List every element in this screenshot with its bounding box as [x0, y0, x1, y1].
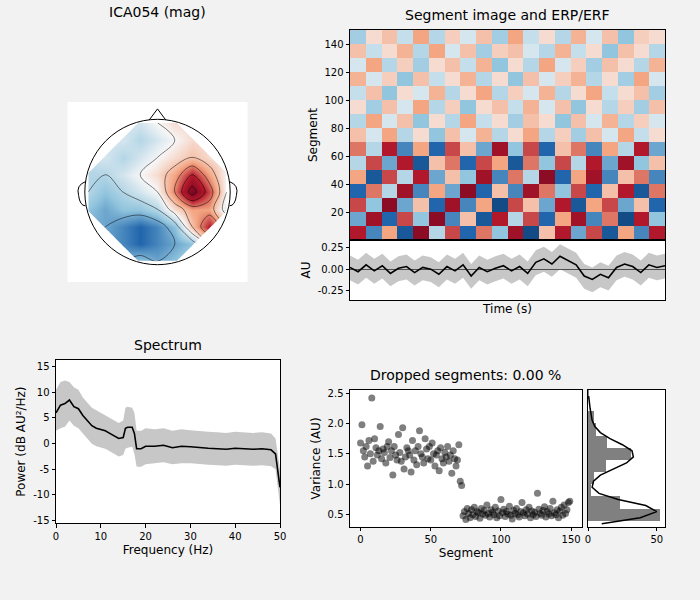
svg-text:0: 0	[53, 531, 59, 542]
svg-text:2.0: 2.0	[328, 418, 344, 429]
svg-text:Segment: Segment	[306, 108, 320, 162]
svg-text:Variance (AU): Variance (AU)	[309, 417, 323, 499]
svg-text:10: 10	[37, 387, 50, 398]
svg-text:30: 30	[184, 531, 197, 542]
svg-text:-15: -15	[33, 515, 49, 526]
svg-text:140: 140	[324, 39, 343, 50]
svg-text:1.0: 1.0	[328, 479, 344, 490]
svg-text:100: 100	[324, 95, 343, 106]
svg-text:120: 120	[324, 67, 343, 78]
svg-text:50: 50	[274, 531, 287, 542]
svg-text:10: 10	[94, 531, 107, 542]
svg-text:2.5: 2.5	[328, 388, 344, 399]
svg-text:Time (s): Time (s)	[482, 302, 532, 316]
svg-text:60: 60	[331, 151, 344, 162]
svg-text:20: 20	[139, 531, 152, 542]
svg-text:Dropped segments: 0.00 %: Dropped segments: 0.00 %	[370, 367, 561, 383]
svg-text:-10: -10	[33, 489, 49, 500]
svg-text:150: 150	[562, 534, 581, 545]
svg-text:Segment: Segment	[439, 546, 493, 560]
svg-text:-5: -5	[40, 464, 50, 475]
svg-text:1.5: 1.5	[328, 448, 344, 459]
svg-text:0: 0	[43, 438, 49, 449]
svg-text:0: 0	[357, 534, 363, 545]
svg-text:50: 50	[650, 534, 663, 545]
svg-text:40: 40	[331, 179, 344, 190]
svg-text:AU: AU	[299, 262, 313, 279]
svg-text:Segment image and ERP/ERF: Segment image and ERP/ERF	[405, 7, 610, 23]
svg-text:Spectrum: Spectrum	[134, 337, 202, 353]
svg-text:5: 5	[43, 412, 49, 423]
svg-text:0.00: 0.00	[321, 264, 343, 275]
svg-text:50: 50	[424, 534, 437, 545]
svg-text:15: 15	[37, 361, 50, 372]
svg-text:-0.25: -0.25	[318, 285, 344, 296]
svg-text:20: 20	[331, 207, 344, 218]
svg-text:Power (dB AU²/Hz): Power (dB AU²/Hz)	[14, 386, 28, 496]
svg-text:100: 100	[491, 534, 510, 545]
svg-text:ICA054 (mag): ICA054 (mag)	[109, 4, 206, 20]
svg-text:40: 40	[229, 531, 242, 542]
svg-text:80: 80	[331, 123, 344, 134]
svg-text:0.25: 0.25	[321, 242, 343, 253]
svg-text:0.5: 0.5	[328, 509, 344, 520]
svg-text:0: 0	[585, 534, 591, 545]
svg-text:Frequency (Hz): Frequency (Hz)	[123, 543, 214, 557]
